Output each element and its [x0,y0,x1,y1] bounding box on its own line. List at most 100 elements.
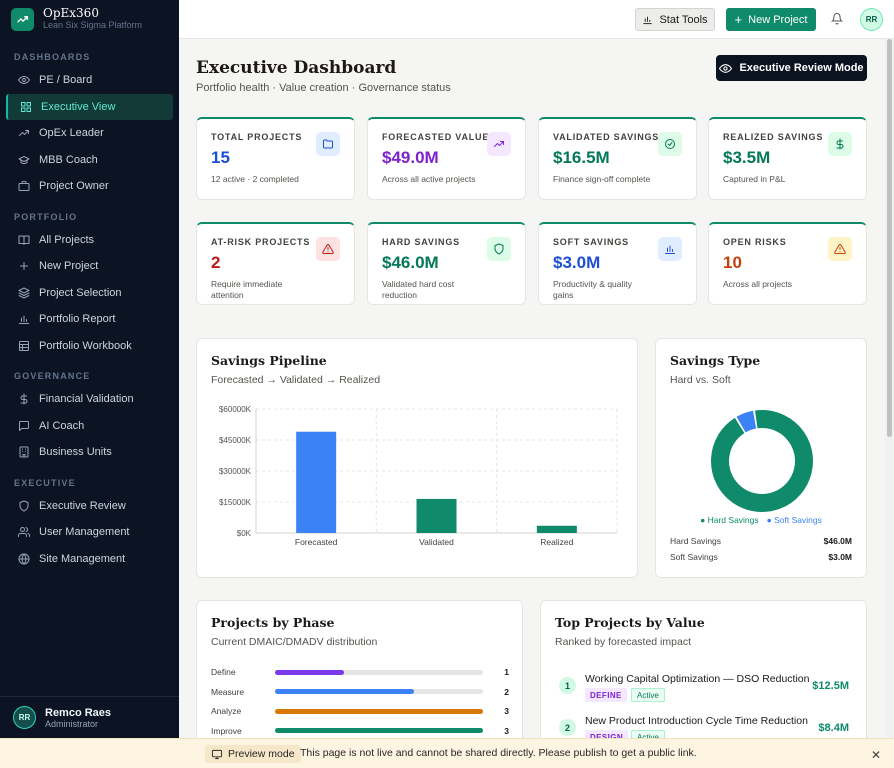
sidebar-item-site-management[interactable]: Site Management [6,546,173,573]
sidebar-item-all-projects[interactable]: All Projects [6,227,173,254]
bell-icon[interactable] [831,12,845,26]
kpi-card[interactable]: REALIZED SAVINGS $3.5M Captured in P&L [708,117,867,200]
top-project-row[interactable]: 2 New Product Introduction Cycle Time Red… [555,715,853,738]
preview-message: This page is not live and cannot be shar… [300,747,697,759]
sidebar-item-label: Project Owner [39,180,109,193]
sidebar: OpEx360 Lean Six Sigma Platform DASHBOAR… [0,0,179,738]
status-badge: Active [631,730,665,738]
phase-chip: DESIGN [585,730,629,738]
sidebar-item-label: Portfolio Report [39,313,116,326]
sidebar-item-portfolio-workbook[interactable]: Portfolio Workbook [6,333,173,360]
sidebar-item-mbb-coach[interactable]: MBB Coach [6,147,173,174]
top-project-row[interactable]: 1 Working Capital Optimization — DSO Redu… [555,673,853,707]
grid-icon [20,101,32,113]
kpi-card[interactable]: OPEN RISKS 10 Across all projects [708,222,867,305]
building-icon [18,446,30,458]
sidebar-item-ai-coach[interactable]: AI Coach [6,413,173,440]
sidebar-item-label: Project Selection [39,286,122,299]
sidebar-item-label: Financial Validation [39,393,134,406]
phase-chip: DEFINE [585,688,627,702]
card-title: Savings Pipeline [211,353,327,368]
kpi-card[interactable]: AT-RISK PROJECTS 2 Require immediate atten… [196,222,355,305]
sidebar-item-executive-review[interactable]: Executive Review [6,493,173,520]
kpi-subtext: Require immediate attention [211,279,283,300]
y-tick-label: $15000K [219,498,252,507]
sidebar-item-portfolio-report[interactable]: Portfolio Report [6,306,173,333]
sidebar-item-new-project[interactable]: New Project [6,253,173,280]
new-project-button[interactable]: + New Project [726,8,816,31]
kpi-card[interactable]: TOTAL PROJECTS 15 12 active · 2 completed [196,117,355,200]
sidebar-item-project-owner[interactable]: Project Owner [6,173,173,200]
phase-name: Define [211,667,236,677]
graduation-icon [18,154,30,166]
y-tick-label: $45000K [219,436,252,445]
page-subtitle: Portfolio health · Value creation · Gove… [196,82,451,94]
kpi-value: 10 [723,253,742,272]
sidebar-item-financial-validation[interactable]: Financial Validation [6,386,173,413]
card-title: Savings Type [670,353,761,368]
project-value: $12.5M [812,680,849,692]
kpi-card[interactable]: SOFT SAVINGS $3.0M Productivity & quality … [538,222,697,305]
card-title: Top Projects by Value [555,615,705,630]
donut-slice [736,410,757,433]
sidebar-item-executive-view[interactable]: Executive View [6,93,173,120]
sidebar-item-opex-leader[interactable]: OpEx Leader [6,120,173,147]
kpi-card[interactable]: FORECASTED VALUE $49.0M Across all active … [367,117,526,200]
phase-count: 3 [504,725,509,736]
kpi-label: HARD SAVINGS [382,237,460,247]
y-tick-label: $0K [237,529,252,538]
avatar[interactable]: RR [860,8,883,31]
preview-banner: Preview mode This page is not live and c… [0,738,894,768]
status-badge: Active [631,688,665,702]
y-tick-label: $30000K [219,467,252,476]
project-name[interactable]: New Product Introduction Cycle Time Redu… [585,715,808,727]
card-subtitle: Forecasted → Validated → Realized [211,374,381,386]
card-subtitle: Ranked by forecasted impact [555,636,691,648]
bar [416,498,457,533]
stat-tools-button[interactable]: Stat Tools [635,8,715,31]
dollar-icon [18,393,30,405]
kpi-card[interactable]: HARD SAVINGS $46.0M Validated hard cost re… [367,222,526,305]
kpi-subtext: Productivity & quality gains [553,279,632,300]
close-icon[interactable]: ✕ [871,748,882,762]
donut-slice [711,410,813,512]
phase-bar [275,669,483,675]
bar [296,431,337,533]
kpi-value: $3.0M [553,253,601,272]
kpi-subtext: Validated hard cost reduction [382,279,455,300]
sidebar-item-project-selection[interactable]: Project Selection [6,280,173,307]
book-icon [18,234,30,246]
phase-bar-fill [275,708,483,714]
sidebar-item-user-management[interactable]: User Management [6,519,173,546]
project-name[interactable]: Working Capital Optimization — DSO Reduc… [585,673,810,685]
phase-bar-fill [275,669,345,675]
plus-icon: + [734,12,743,27]
sidebar-item-label: Portfolio Workbook [39,339,132,352]
kpi-value: $46.0M [382,253,439,272]
projects-by-phase-card: Projects by Phase Current DMAIC/DMADV di… [196,600,523,738]
scrollbar-thumb[interactable] [887,39,892,437]
x-tick-label: Forecasted [295,537,338,547]
savings-pipeline-chart: $0K $15000K $30000K $45000K $60000K Forecaste… [219,405,618,547]
brand[interactable]: OpEx360 Lean Six Sigma Platform [0,0,179,38]
check-circle-icon [658,132,682,156]
sidebar-item-business-units[interactable]: Business Units [6,439,173,466]
sidebar-item-label: User Management [39,526,130,539]
top-projects-card: Top Projects by Value Ranked by forecast… [540,600,867,738]
scrollbar[interactable] [885,39,894,738]
kpi-label: AT-RISK PROJECTS [211,237,311,247]
eye-icon [18,74,30,86]
trending-up-icon [487,132,511,156]
sidebar-item-label: New Project [39,260,99,273]
executive-review-mode-button[interactable]: Executive Review Mode [716,55,867,81]
sidebar-item-pe-board[interactable]: PE / Board [6,67,173,94]
card-title: Projects by Phase [211,615,335,630]
kpi-card[interactable]: VALIDATED SAVINGS $16.5M Finance sign-off … [538,117,697,200]
kpi-label: TOTAL PROJECTS [211,132,303,142]
kpi-subtext: Across all projects [723,279,792,289]
page-title: Executive Dashboard [196,58,397,78]
sidebar-user[interactable]: RR Remco Raes Administrator [0,696,179,738]
avatar: RR [13,706,36,729]
monitor-icon [211,749,223,759]
topbar: Stat Tools + New Project RR [179,0,894,39]
